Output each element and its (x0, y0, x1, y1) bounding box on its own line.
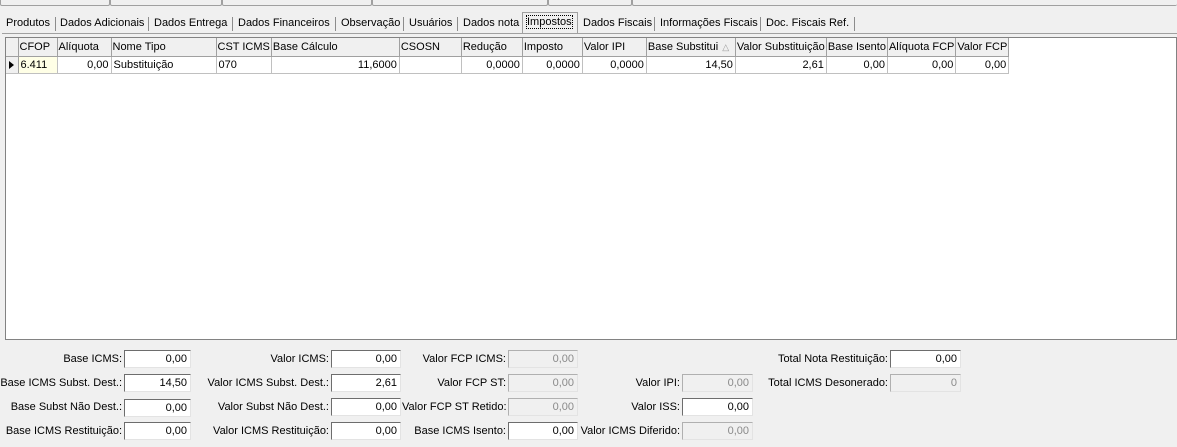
tab-dados-entrega[interactable]: Dados Entrega (150, 14, 233, 34)
cell-valor-substituicao[interactable]: 2,61 (735, 56, 827, 74)
valor-ipi-label: Valor IPI: (635, 377, 680, 389)
toolbar-segment (632, 0, 1177, 6)
impostos-table: CFOP Alíquota Nome Tipo CST ICMS Base Cá… (6, 38, 1010, 74)
tab-dados-nota[interactable]: Dados nota (463, 17, 520, 29)
tab-observacao[interactable]: Observação (337, 14, 404, 34)
grid-header-row: CFOP Alíquota Nome Tipo CST ICMS Base Cá… (6, 38, 1010, 57)
tab-usuarios[interactable]: Usuários (405, 14, 458, 34)
cell-base-calculo[interactable]: 11,6000 (271, 56, 400, 74)
valor-subst-nao-dest-field[interactable]: 0,00 (331, 398, 401, 416)
valor-subst-nao-dest-label: Valor Subst Não Dest.: (217, 401, 329, 413)
tab-dados-financeiros[interactable]: Dados Financeiros (234, 14, 336, 34)
tab-doc-fiscais-ref[interactable]: Doc. Fiscais Ref. (762, 14, 855, 34)
col-header-reducao[interactable]: Redução (461, 38, 523, 57)
base-icms-restituicao-field[interactable]: 0,00 (124, 422, 191, 440)
row-indicator-header (6, 38, 19, 57)
cell-nome-tipo[interactable]: Substituição (111, 56, 217, 74)
base-icms-restituicao-label: Base ICMS Restituição: (5, 425, 122, 437)
col-header-cfop[interactable]: CFOP (18, 38, 58, 57)
valor-fcp-icms-label: Valor FCP ICMS: (422, 353, 506, 365)
col-header-aliquota-fcp[interactable]: Alíquota FCP (887, 38, 957, 57)
valor-icms-subst-dest-label: Valor ICMS Subst. Dest.: (207, 377, 329, 389)
valor-icms-diferido-label: Valor ICMS Diferido: (580, 425, 680, 437)
valor-icms-subst-dest-field[interactable]: 2,61 (331, 374, 401, 392)
base-icms-subst-dest-field[interactable]: 14,50 (124, 374, 191, 392)
tab-dados-fiscais[interactable]: Dados Fiscais (579, 14, 655, 34)
valor-fcp-st-retido-label: Valor FCP ST Retido: (402, 401, 507, 413)
total-nota-restituicao-field[interactable]: 0,00 (890, 350, 961, 368)
toolbar-segment (372, 0, 548, 6)
toolbar-segment (0, 0, 110, 6)
cell-csosn[interactable] (399, 56, 462, 74)
toolbar-remnant (0, 0, 1177, 10)
cell-reducao[interactable]: 0,0000 (461, 56, 523, 74)
valor-icms-restituicao-field[interactable]: 0,00 (331, 422, 401, 440)
total-nota-restituicao-label: Total Nota Restituição: (777, 353, 888, 365)
valor-iss-label: Valor ISS: (631, 401, 680, 413)
valor-fcp-st-field[interactable]: 0,00 (508, 374, 578, 392)
col-header-valor-substituicao[interactable]: Valor Substituição (735, 38, 827, 57)
col-header-valor-ipi[interactable]: Valor IPI (582, 38, 647, 57)
col-header-csosn[interactable]: CSOSN (399, 38, 462, 57)
toolbar-segment (222, 0, 372, 6)
sort-ascending-icon: △ (722, 41, 730, 52)
tab-dados-adicionais[interactable]: Dados Adicionais (56, 14, 149, 34)
base-icms-isento-label: Base ICMS Isento: (414, 425, 506, 437)
valor-fcp-st-retido-field[interactable]: 0,00 (508, 398, 578, 416)
cell-aliquota-fcp[interactable]: 0,00 (887, 56, 957, 74)
valor-iss-field[interactable]: 0,00 (682, 398, 753, 416)
valor-fcp-icms-field[interactable]: 0,00 (508, 350, 578, 368)
base-icms-label: Base ICMS: (63, 353, 122, 365)
col-header-cst-icms[interactable]: CST ICMS (216, 38, 272, 57)
base-icms-isento-field[interactable]: 0,00 (508, 422, 578, 440)
col-header-base-calculo[interactable]: Base Cálculo (271, 38, 400, 57)
cell-base-isento[interactable]: 0,00 (826, 56, 888, 74)
toolbar-segment (110, 0, 222, 6)
valor-fcp-st-label: Valor FCP ST: (437, 377, 506, 389)
valor-icms-restituicao-label: Valor ICMS Restituição: (213, 425, 329, 437)
tab-panel-border (2, 33, 1177, 34)
tab-informacoes-fiscais[interactable]: Informações Fiscais (656, 14, 761, 34)
valor-ipi-field[interactable]: 0,00 (682, 374, 753, 392)
cell-base-substitui[interactable]: 14,50 (646, 56, 736, 74)
cell-cfop[interactable]: 6.411 (18, 56, 58, 74)
row-pointer-icon (6, 56, 19, 74)
base-icms-subst-dest-label: Base ICMS Subst. Dest.: (0, 377, 122, 389)
col-header-base-isento[interactable]: Base Isento (826, 38, 888, 57)
total-icms-desonerado-label: Total ICMS Desonerado: (768, 377, 888, 389)
valor-icms-diferido-field[interactable]: 0,00 (682, 422, 753, 440)
cell-valor-ipi[interactable]: 0,0000 (582, 56, 647, 74)
col-header-valor-fcp[interactable]: Valor FCP (955, 38, 1010, 57)
col-header-base-substitui[interactable]: Base Substitui △ (646, 38, 736, 57)
base-icms-field[interactable]: 0,00 (124, 350, 191, 368)
col-header-nome-tipo[interactable]: Nome Tipo (111, 38, 217, 57)
toolbar-segment (548, 0, 632, 6)
base-subst-nao-dest-label: Base Subst Não Dest.: (10, 401, 122, 413)
base-subst-nao-dest-field[interactable]: 0,00 (124, 399, 191, 417)
col-header-imposto[interactable]: Imposto (522, 38, 583, 57)
tab-impostos[interactable]: Impostos (522, 12, 578, 34)
cell-imposto[interactable]: 0,0000 (522, 56, 583, 74)
total-icms-desonerado-field[interactable]: 0 (890, 374, 961, 392)
tab-produtos[interactable]: Produtos (2, 14, 56, 34)
table-row[interactable]: 6.411 0,00 Substituição 070 11,6000 0,00… (6, 56, 1010, 74)
valor-icms-label: Valor ICMS: (270, 353, 329, 365)
col-header-aliquota[interactable]: Alíquota (57, 38, 112, 57)
valor-icms-field[interactable]: 0,00 (331, 350, 401, 368)
cell-cst-icms[interactable]: 070 (216, 56, 272, 74)
impostos-grid[interactable]: CFOP Alíquota Nome Tipo CST ICMS Base Cá… (5, 37, 1177, 340)
cell-aliquota[interactable]: 0,00 (57, 56, 112, 74)
col-header-base-substitui-label: Base Substitui (647, 40, 719, 53)
cell-valor-fcp[interactable]: 0,00 (955, 56, 1010, 74)
